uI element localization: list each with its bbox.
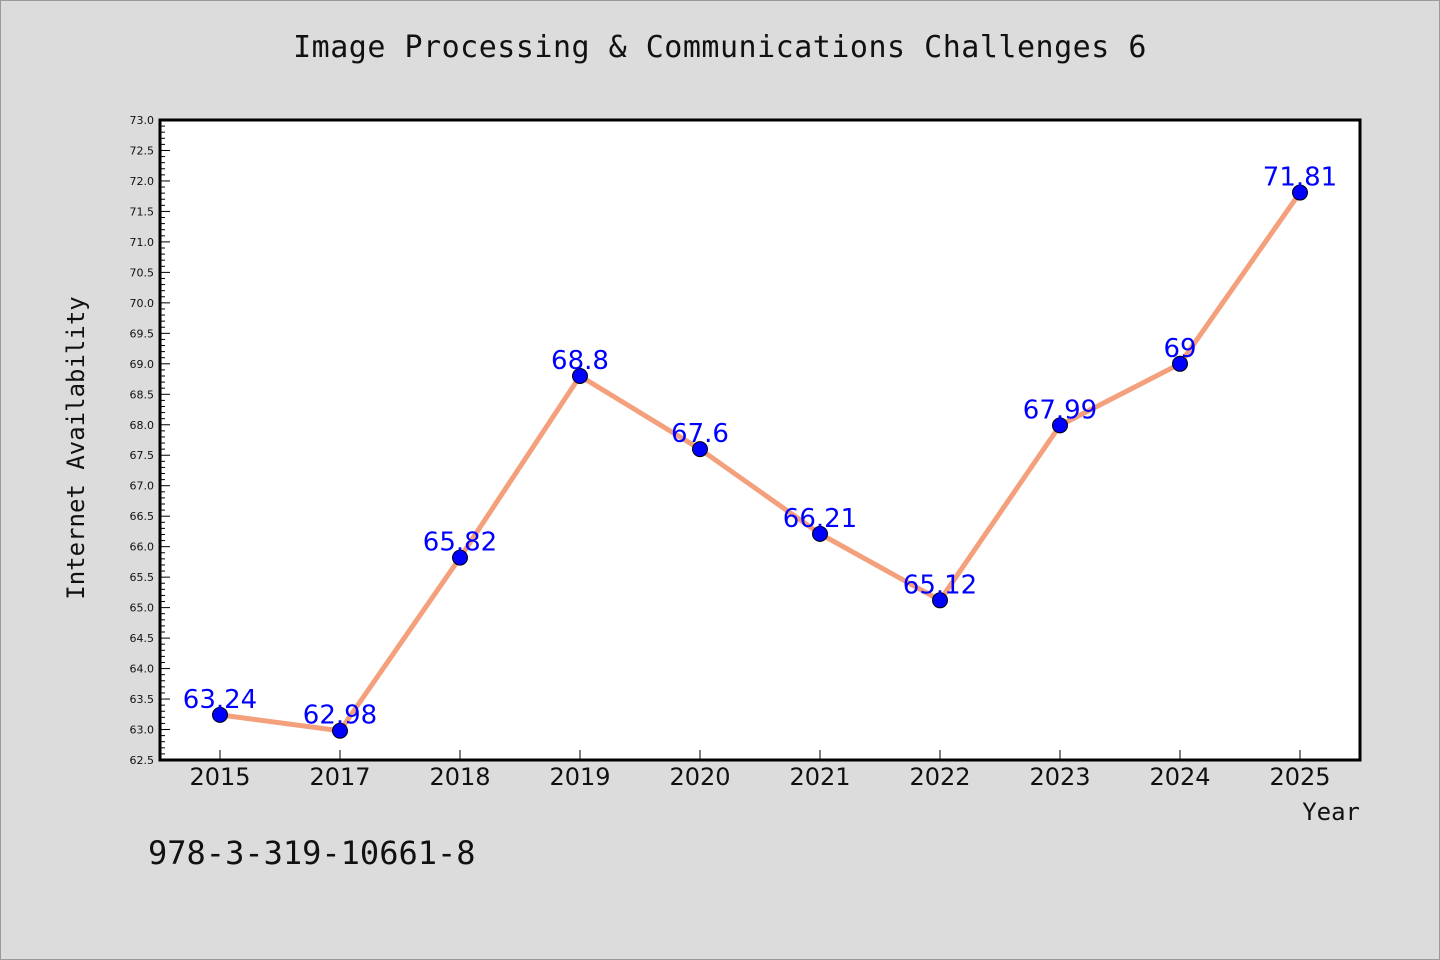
data-label: 65.12 [903,570,977,600]
x-tick-label: 2023 [1029,763,1090,791]
data-point [692,441,708,458]
plot-area [158,118,1362,762]
data-point [812,525,828,542]
data-label: 69 [1163,334,1196,364]
y-tick-label: 62.5 [130,754,155,767]
x-tick-label: 2020 [669,763,730,791]
x-axis: 2015 2017 2018 2019 2020 2021 2022 2023 2024 2025 [189,750,1331,791]
y-tick-label: 69.0 [130,358,155,371]
data-point [1172,355,1188,372]
y-tick-label: 66.5 [130,510,155,523]
data-point [452,549,468,566]
x-axis-title: Year [1302,798,1360,826]
y-axis: 62.5 63.0 63.5 64.0 64.5 65.0 65.5 66.0 66.5 67.0… [130,114,170,767]
y-tick-label: 67.5 [130,449,155,462]
data-labels: 63.24 62.98 65.82 68.8 67.6 66.21 65.12 67.99 69… [183,163,1337,731]
isbn-label: 978-3-319-10661-8 [148,834,476,872]
x-tick-label: 2022 [909,763,970,791]
data-point [572,368,588,384]
x-tick-label: 2024 [1149,763,1210,791]
y-tick-label: 72.0 [130,175,155,188]
y-tick-label: 68.5 [130,388,155,401]
x-tick-label: 2021 [789,763,850,791]
y-tick-label: 67.0 [130,480,155,493]
x-tick-label: 2015 [189,763,250,791]
data-label: 65.82 [423,528,497,558]
data-point [1052,417,1068,434]
data-label: 67.6 [671,419,729,449]
y-tick-label: 73.0 [130,114,155,127]
x-tick-label: 2018 [429,763,490,791]
y-tick-label: 72.5 [130,144,155,157]
y-tick-label: 65.5 [130,571,155,584]
x-tick-label: 2019 [549,763,610,791]
y-tick-label: 69.5 [130,327,155,340]
y-tick-label: 63.0 [130,724,155,737]
x-tick-label: 2025 [1269,763,1330,791]
data-label: 62.98 [303,701,377,731]
chart-title: Image Processing & Communications Challe… [293,30,1147,65]
y-tick-label: 65.0 [130,602,155,615]
data-point [212,706,228,723]
y-tick-label: 71.0 [130,236,155,249]
data-label: 63.24 [183,685,257,715]
y-tick-label: 70.0 [130,297,155,310]
data-point [332,722,348,739]
data-markers [212,184,1308,739]
data-label: 66.21 [783,504,857,534]
x-tick-label: 2017 [309,763,370,791]
series-line [217,190,1303,734]
data-point [932,592,948,609]
y-tick-label: 71.5 [130,205,155,218]
y-tick-label: 70.5 [130,266,155,279]
data-label: 67.99 [1023,395,1097,425]
y-tick-label: 66.0 [130,541,155,554]
y-axis-title: Internet Availability [62,296,90,599]
y-tick-label: 64.0 [130,663,155,676]
y-tick-label: 64.5 [130,632,155,645]
data-label: 68.8 [551,346,609,376]
y-tick-label: 63.5 [130,693,155,706]
data-label: 71.81 [1263,163,1337,193]
data-point [1292,184,1308,201]
y-tick-label: 68.0 [130,419,155,432]
